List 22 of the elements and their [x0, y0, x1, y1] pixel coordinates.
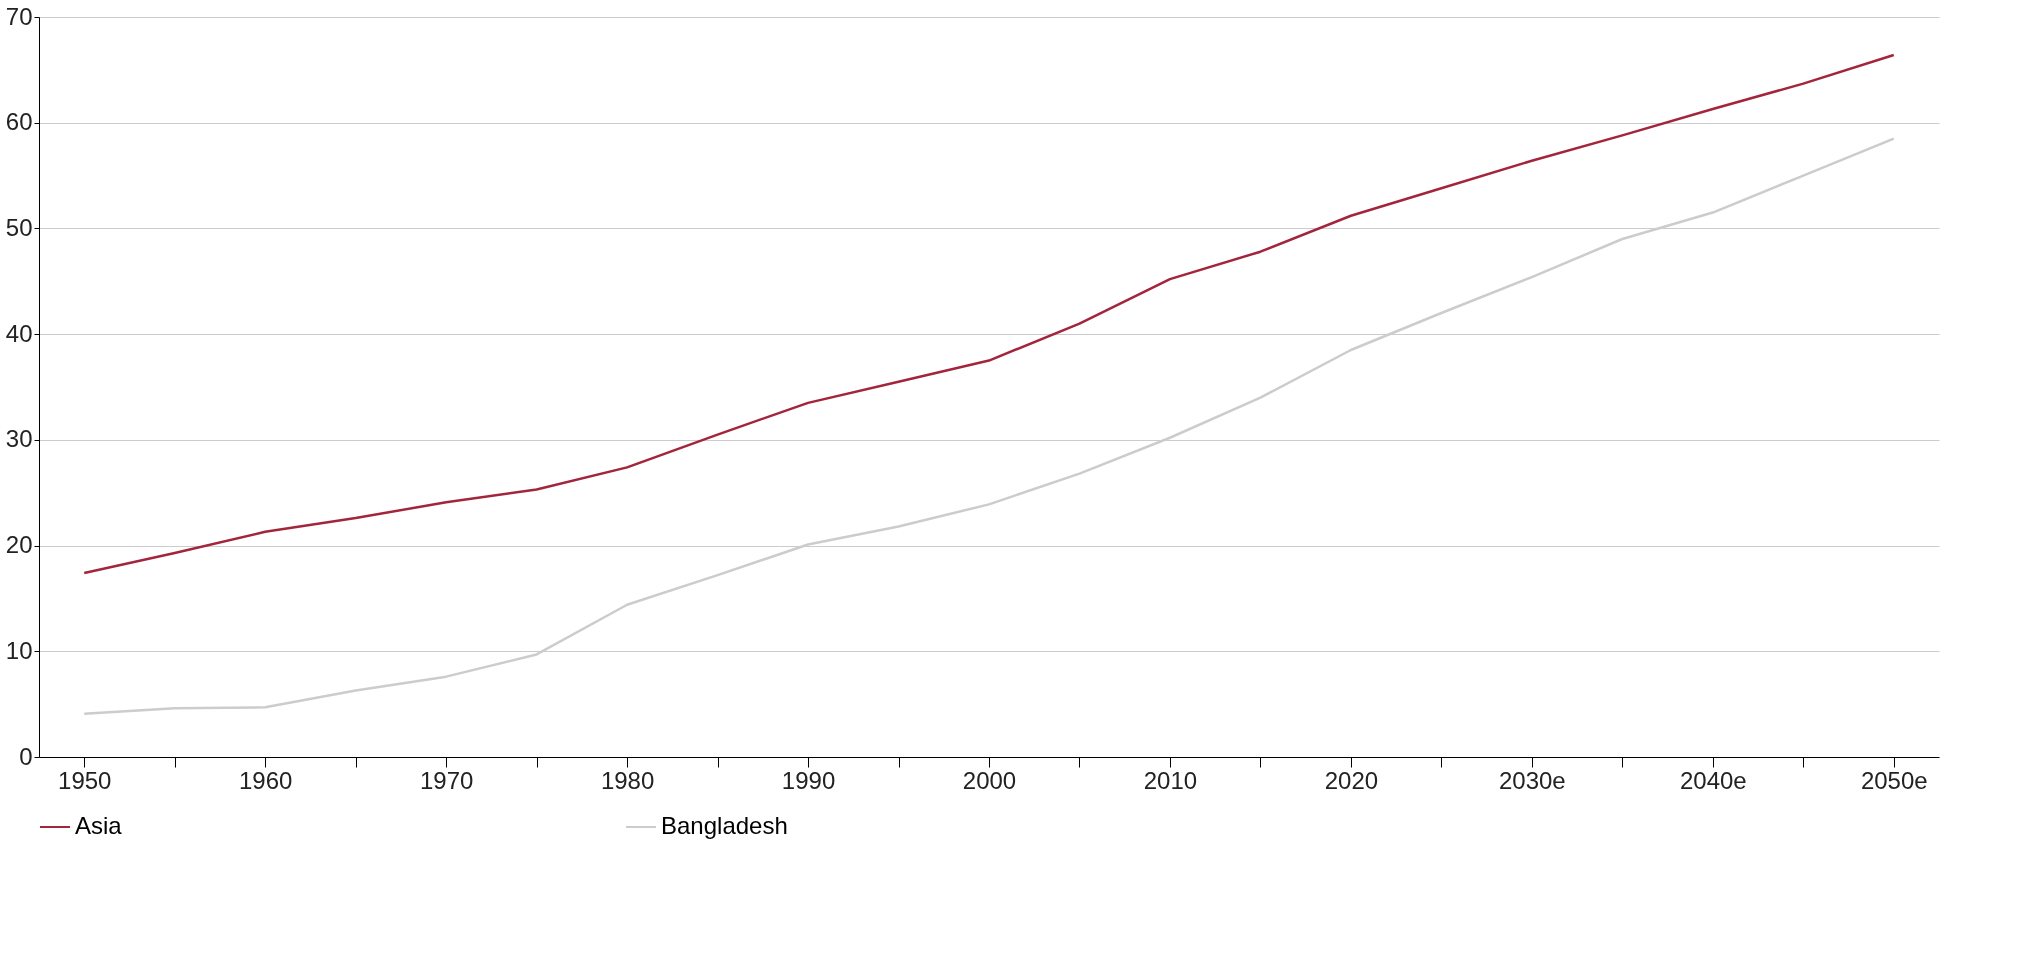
- x-tick-label: 1990: [781, 766, 836, 794]
- legend-label: Asia: [75, 812, 123, 839]
- y-tick-label: 0: [19, 742, 33, 770]
- legend-label: Bangladesh: [661, 812, 788, 839]
- line-series: [82, 53, 1896, 575]
- x-tick-label: 2000: [962, 766, 1017, 794]
- y-tick-label: 20: [5, 531, 33, 559]
- y-tick-label: 70: [5, 2, 33, 30]
- y-tick-label: 10: [5, 636, 33, 664]
- y-tick-label: 50: [5, 213, 33, 241]
- x-tick-label: 2020: [1324, 766, 1379, 794]
- x-tick-label: 1950: [58, 766, 112, 794]
- x-tick-label: 1960: [239, 766, 293, 794]
- x-tick-label: 2010: [1143, 766, 1198, 794]
- x-tick-label: 2050e: [1860, 766, 1928, 794]
- x-tick-label: 2040e: [1679, 766, 1747, 794]
- y-tick-label: 40: [5, 319, 33, 347]
- x-tick-label: 1970: [419, 766, 474, 794]
- x-tick-label: 2030e: [1498, 766, 1566, 794]
- y-tick-label: 60: [5, 108, 33, 136]
- y-tick-label: 30: [5, 425, 33, 453]
- x-tick-label: 1980: [600, 766, 655, 794]
